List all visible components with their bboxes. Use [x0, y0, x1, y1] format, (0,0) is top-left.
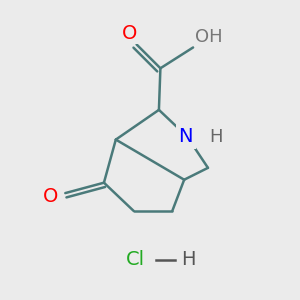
Text: O: O	[122, 24, 137, 43]
Text: N: N	[178, 127, 193, 146]
Text: H: H	[209, 128, 223, 146]
Text: H: H	[181, 250, 196, 269]
Text: OH: OH	[195, 28, 222, 46]
Text: O: O	[43, 187, 58, 206]
Text: Cl: Cl	[126, 250, 145, 269]
